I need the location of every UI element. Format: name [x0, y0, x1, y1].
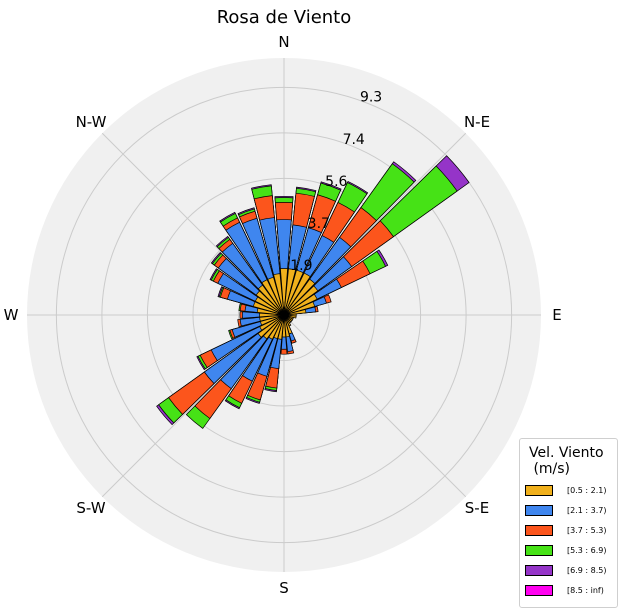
- direction-label: N-W: [76, 113, 107, 131]
- wind-bar: [267, 276, 285, 316]
- wind-bar: [283, 309, 307, 316]
- legend-label: [6.9 : 8.5): [567, 566, 607, 575]
- wind-bar: [283, 285, 319, 316]
- wind-bar: [268, 314, 285, 340]
- legend-label: [8.5 : inf): [567, 586, 604, 595]
- direction-label: S: [279, 579, 289, 597]
- wind-bar: [280, 268, 288, 316]
- legend-swatch: [525, 585, 553, 596]
- radial-tick-label: 5.6: [325, 174, 347, 190]
- wind-bar: [259, 314, 285, 326]
- legend-swatch: [525, 565, 553, 576]
- legend-swatch: [525, 485, 553, 496]
- legend: Vel. Viento (m/s) [0.5 : 2.1) [2.1 : 3.7)…: [519, 438, 618, 608]
- wind-bar: [254, 296, 285, 316]
- legend-swatch: [525, 505, 553, 516]
- direction-label: N: [278, 33, 289, 51]
- wind-bar: [259, 314, 285, 331]
- wind-bar: [257, 314, 285, 338]
- wind-bar: [283, 278, 316, 316]
- wind-bar: [259, 314, 285, 322]
- legend-item: [3.7 : 5.3): [525, 525, 617, 539]
- wind-bar: [255, 290, 285, 316]
- wind-bar: [257, 284, 285, 316]
- wind-bar: [283, 269, 304, 316]
- legend-label: [0.5 : 2.1): [567, 486, 607, 495]
- legend-label: [5.3 : 6.9): [567, 546, 607, 555]
- legend-item: [6.9 : 8.5): [525, 565, 617, 579]
- wind-bar: [273, 273, 285, 316]
- legend-swatch: [525, 545, 553, 556]
- grid-spoke: [283, 132, 467, 316]
- legend-swatch: [525, 525, 553, 536]
- chart-title: Rosa de Viento: [217, 7, 352, 28]
- direction-label: E: [552, 306, 561, 324]
- wind-bar: [259, 312, 285, 318]
- grid-spoke: [283, 314, 467, 498]
- grid-spoke: [101, 314, 285, 498]
- legend-label: [2.1 : 3.7): [567, 506, 607, 515]
- wind-bar: [261, 279, 285, 316]
- legend-label: [3.7 : 5.3): [567, 526, 607, 535]
- radial-tick-label: 7.4: [343, 132, 365, 148]
- wind-bar: [283, 314, 293, 335]
- wind-bar: [283, 301, 316, 316]
- wind-bar: [276, 219, 292, 316]
- wind-bar: [283, 314, 290, 338]
- legend-item: [8.5 : inf): [525, 585, 617, 599]
- wind-bar: [281, 314, 287, 338]
- direction-label: S-E: [465, 499, 489, 517]
- wind-bar: [262, 314, 285, 340]
- legend-item: [5.3 : 6.9): [525, 545, 617, 559]
- direction-label: W: [4, 306, 19, 324]
- grid-spoke: [101, 132, 285, 316]
- wind-bar: [283, 272, 311, 316]
- direction-label: S-W: [76, 499, 105, 517]
- legend-title: Vel. Viento (m/s): [529, 445, 604, 477]
- wind-bar: [283, 293, 318, 316]
- direction-label: N-E: [464, 113, 490, 131]
- radial-tick-label: 9.3: [360, 90, 382, 106]
- legend-item: [2.1 : 3.7): [525, 505, 617, 519]
- legend-item: [0.5 : 2.1): [525, 485, 617, 499]
- radial-tick-label: 1.9: [290, 258, 312, 274]
- radial-tick-label: 3.7: [308, 216, 330, 232]
